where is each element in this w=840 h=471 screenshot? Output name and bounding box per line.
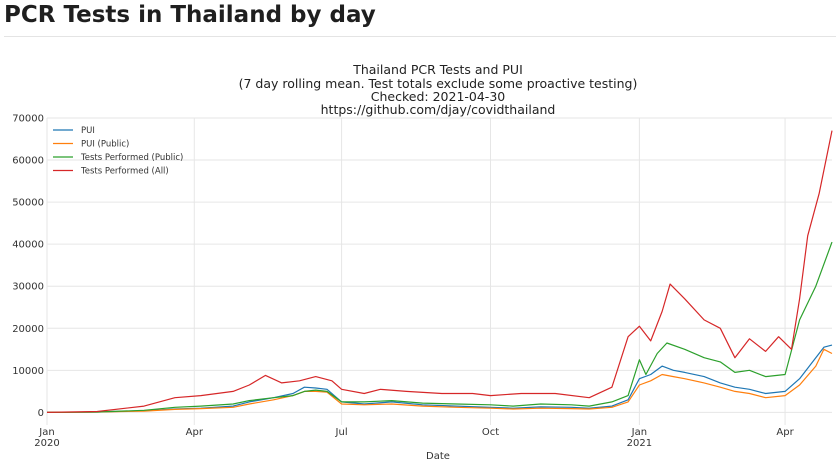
- x-axis-label: Date: [426, 451, 450, 462]
- legend-label: PUI (Public): [81, 140, 129, 150]
- y-tick-label: 10000: [12, 366, 44, 377]
- legend-label: Tests Performed (Public): [80, 153, 183, 163]
- chart-title-line: (7 day rolling mean. Test totals exclude…: [239, 76, 638, 91]
- series-line: [46, 344, 833, 413]
- page-heading: PCR Tests in Thailand by day: [4, 2, 376, 28]
- plot-area: [46, 130, 833, 413]
- chart-title-line: https://github.com/djay/covidthailand: [321, 102, 556, 117]
- heading-divider: [4, 36, 836, 37]
- series-line: [46, 348, 833, 413]
- y-tick-label: 30000: [12, 282, 44, 293]
- legend: PUI PUI (Public) Tests Performed (Public) T…: [53, 126, 183, 177]
- legend-label: PUI: [81, 126, 95, 136]
- x-tick-year-label: 2021: [627, 438, 652, 449]
- x-tick-year-label: 2020: [34, 438, 59, 449]
- y-tick-label: 60000: [12, 156, 44, 167]
- series-line: [46, 130, 833, 413]
- x-tick-label: Jan: [38, 427, 54, 438]
- legend-label: Tests Performed (All): [80, 167, 169, 177]
- y-axis: 0 10000 20000 30000 40000 50000 60000 70000: [12, 114, 44, 419]
- x-tick-label: Jan: [631, 427, 647, 438]
- y-tick-label: 0: [38, 408, 44, 419]
- y-tick-label: 70000: [12, 114, 44, 125]
- chart-title: Thailand PCR Tests and PUI (7 day rollin…: [239, 62, 638, 117]
- chart-title-line: Thailand PCR Tests and PUI: [352, 62, 523, 77]
- x-tick-label: Apr: [776, 427, 794, 438]
- x-tick-label: Oct: [482, 427, 499, 438]
- y-tick-label: 40000: [12, 240, 44, 251]
- x-tick-label: Jul: [335, 427, 348, 438]
- y-tick-label: 20000: [12, 324, 44, 335]
- chart-title-line: Checked: 2021-04-30: [371, 89, 506, 104]
- grid: [46, 117, 832, 425]
- x-tick-label: Apr: [186, 427, 204, 438]
- series-line: [46, 241, 833, 413]
- y-tick-label: 50000: [12, 198, 44, 209]
